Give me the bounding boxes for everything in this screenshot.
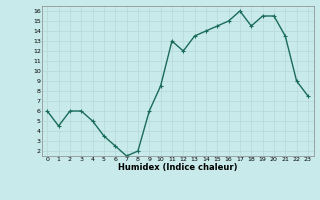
X-axis label: Humidex (Indice chaleur): Humidex (Indice chaleur): [118, 163, 237, 172]
